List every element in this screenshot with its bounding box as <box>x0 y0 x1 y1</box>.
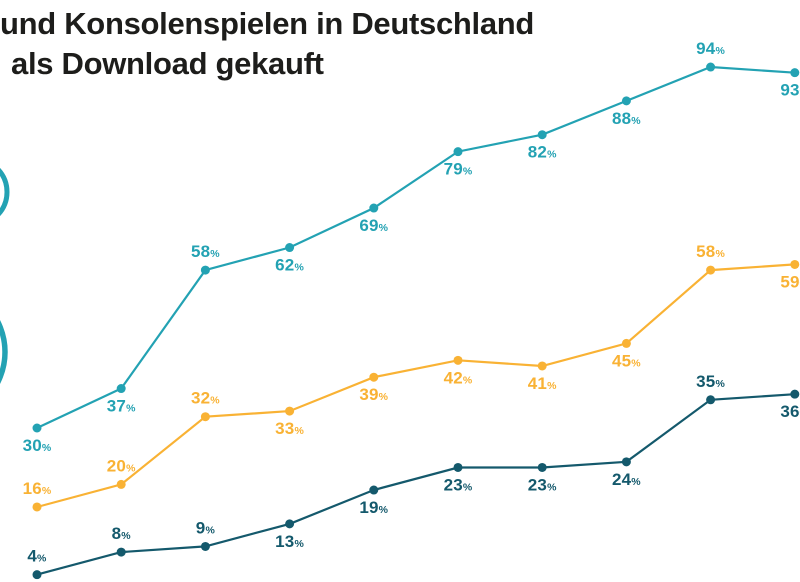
teal-top-line-path <box>36 65 795 429</box>
teal-top-line-value-label: 88% <box>612 109 641 128</box>
teal-top-line-value-label: 82% <box>528 143 557 162</box>
petrol-bottom-line-point <box>369 485 379 495</box>
petrol-bottom-line-point <box>453 462 463 472</box>
petrol-bottom-line-point <box>790 389 800 399</box>
teal-top-line-value-label: 62% <box>275 256 304 275</box>
amber-middle-line-point <box>116 479 126 489</box>
teal-top-line-value-label: 69% <box>359 216 388 235</box>
teal-top-line-value-label: 30% <box>23 436 52 455</box>
teal-top-line-point <box>285 243 295 253</box>
amber-middle-line-point <box>32 502 42 512</box>
petrol-bottom-line-value-label: 13% <box>275 532 304 551</box>
petrol-bottom-line-value-label: 23% <box>444 475 473 494</box>
teal-top-line-point <box>369 203 379 213</box>
amber-middle-line-point <box>706 265 716 275</box>
title-line-2: als Download gekauft <box>11 46 324 81</box>
petrol-bottom-line-value-label: 23% <box>528 475 557 494</box>
title-line-1: und Konsolenspielen in Deutschland <box>0 6 535 41</box>
amber-middle-line-point <box>369 372 379 382</box>
teal-top-line-point <box>537 130 547 140</box>
petrol-bottom-line-point <box>116 547 126 557</box>
petrol-bottom-line-value-label: 8% <box>112 524 132 543</box>
petrol-bottom-line-point <box>200 541 210 551</box>
amber-middle-line-point <box>200 412 210 422</box>
petrol-bottom-line-point <box>706 395 716 405</box>
amber-middle-line-value-label: 59% <box>780 272 800 291</box>
teal-top-line-value-label: 94% <box>696 39 725 58</box>
teal-top-line-point <box>706 62 716 72</box>
amber-middle-line-value-label: 16% <box>23 479 52 498</box>
teal-top-line-value-label: 79% <box>444 160 473 179</box>
page-title: und Konsolenspielen in Deutschland als D… <box>0 4 534 84</box>
amber-middle-line-point <box>285 406 295 416</box>
amber-middle-line-value-label: 39% <box>359 385 388 404</box>
teal-top-line-value-label: 58% <box>191 242 220 261</box>
petrol-bottom-line-value-label: 35% <box>696 372 725 391</box>
teal-top-line-point <box>32 423 42 433</box>
petrol-bottom-line-value-label: 4% <box>27 547 47 566</box>
teal-top-line-value-label: 37% <box>107 397 136 416</box>
teal-top-line-point <box>116 384 126 394</box>
teal-top-line-point <box>453 147 463 157</box>
teal-top-line-value-label: 93% <box>780 81 800 100</box>
petrol-bottom-line-point <box>285 519 295 529</box>
amber-middle-line-value-label: 33% <box>275 419 304 438</box>
amber-middle-line-path <box>36 263 795 509</box>
petrol-bottom-line-point <box>32 570 42 580</box>
amber-middle-line-point <box>453 355 463 365</box>
amber-middle-line-value-label: 58% <box>696 242 725 261</box>
amber-middle-line-point <box>790 259 800 269</box>
amber-middle-line-value-label: 20% <box>107 456 136 475</box>
amber-middle-line-point <box>621 338 631 348</box>
amber-middle-line-value-label: 41% <box>528 374 557 393</box>
petrol-bottom-line-value-label: 9% <box>196 518 216 537</box>
deco-top-arc <box>0 167 10 217</box>
petrol-bottom-line-value-label: 24% <box>612 470 641 489</box>
deco-bottom-arc <box>0 320 8 384</box>
petrol-bottom-line-value-label: 19% <box>359 498 388 517</box>
petrol-bottom-line-path <box>36 393 795 576</box>
petrol-bottom-line-point <box>537 462 547 472</box>
amber-middle-line-value-label: 45% <box>612 351 641 370</box>
teal-top-line-point <box>200 265 210 275</box>
petrol-bottom-line-point <box>621 457 631 467</box>
amber-middle-line-value-label: 32% <box>191 389 220 408</box>
teal-top-line-point <box>790 68 800 78</box>
amber-middle-line-value-label: 42% <box>444 368 473 387</box>
amber-middle-line-point <box>537 361 547 371</box>
teal-top-line-point <box>621 96 631 106</box>
petrol-bottom-line-value-label: 36% <box>780 402 800 421</box>
